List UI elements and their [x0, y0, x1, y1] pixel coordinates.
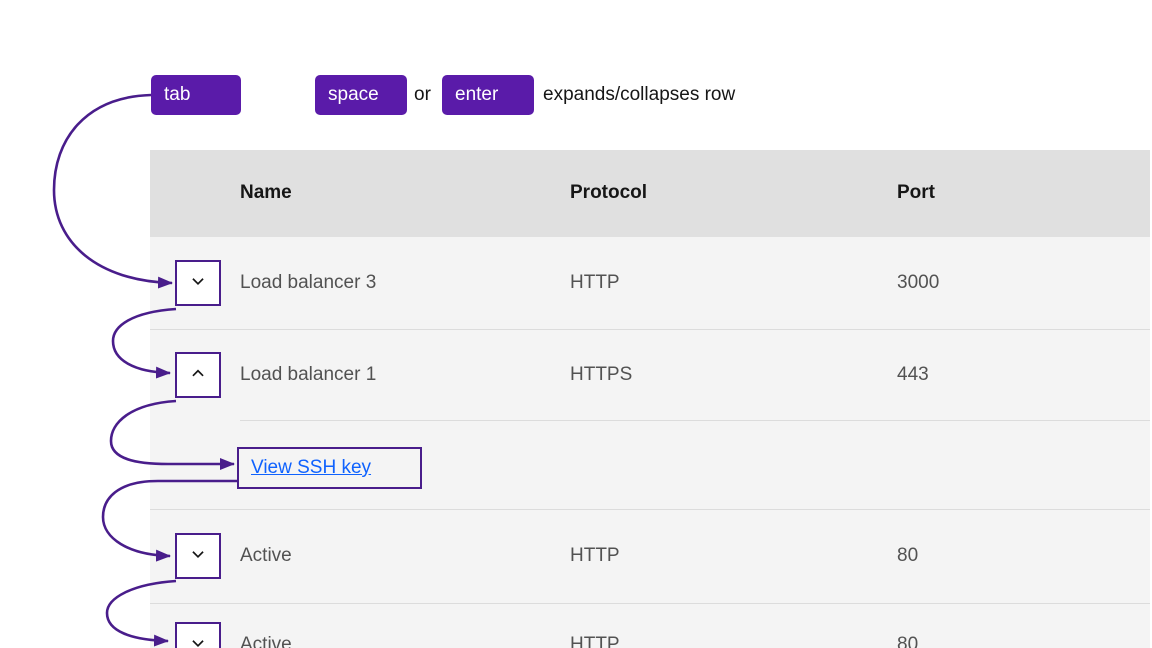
- view-ssh-key-link[interactable]: View SSH key: [251, 457, 372, 478]
- chevron-down-icon: [189, 545, 207, 568]
- column-header-protocol: Protocol: [570, 182, 648, 203]
- cell-protocol: HTTP: [570, 272, 620, 293]
- tab-key-badge: tab: [151, 75, 241, 115]
- column-header-name: Name: [240, 182, 292, 203]
- expand-row-button[interactable]: [175, 260, 221, 306]
- table-row: Load balancer 3 HTTP 3000: [240, 272, 1150, 294]
- cell-port: 80: [897, 545, 919, 566]
- row-divider: [150, 509, 1150, 510]
- legend-conjunction: or: [414, 84, 431, 105]
- cell-port: 3000: [897, 272, 940, 293]
- space-key-badge: space: [315, 75, 407, 115]
- enter-key-label: enter: [455, 84, 499, 105]
- expand-row-button[interactable]: [175, 533, 221, 579]
- collapse-row-button[interactable]: [175, 352, 221, 398]
- table-row: Load balancer 1 HTTPS 443: [240, 364, 1150, 386]
- space-key-label: space: [328, 84, 379, 105]
- table-header-row: Name Protocol Port: [240, 182, 1150, 204]
- table-header: [150, 150, 1150, 237]
- cell-name: Load balancer 3: [240, 272, 377, 293]
- cell-name: Active: [240, 634, 292, 648]
- tab-key-label: tab: [164, 84, 191, 105]
- row-divider: [150, 329, 1150, 330]
- table-row: Active HTTP 80: [240, 634, 1150, 648]
- table-row: Active HTTP 80: [240, 545, 1150, 567]
- cell-name: Load balancer 1: [240, 364, 377, 385]
- cell-name: Active: [240, 545, 292, 566]
- chevron-down-icon: [189, 272, 207, 295]
- legend-description: expands/collapses row: [543, 84, 736, 105]
- cell-protocol: HTTP: [570, 634, 620, 648]
- cell-port: 80: [897, 634, 919, 648]
- expand-row-button[interactable]: [175, 622, 221, 648]
- data-table: Name Protocol Port Load balancer 3 HTTP …: [150, 150, 1150, 648]
- cell-port: 443: [897, 364, 929, 385]
- chevron-up-icon: [189, 364, 207, 387]
- cell-protocol: HTTPS: [570, 364, 633, 385]
- chevron-down-icon: [189, 634, 207, 648]
- enter-key-badge: enter: [442, 75, 534, 115]
- expanded-row-divider: [240, 420, 1150, 421]
- focus-outline-box: View SSH key: [237, 447, 422, 489]
- cell-protocol: HTTP: [570, 545, 620, 566]
- row-divider: [150, 603, 1150, 604]
- table-body: [150, 237, 1150, 648]
- column-header-port: Port: [897, 182, 935, 203]
